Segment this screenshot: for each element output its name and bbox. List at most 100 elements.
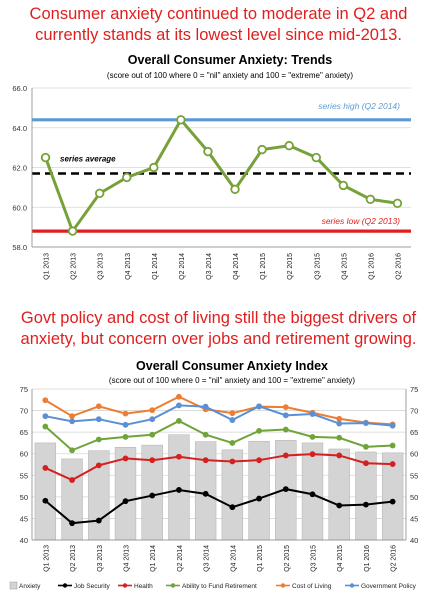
job-security-point — [149, 492, 156, 499]
government-policy-line — [45, 404, 393, 427]
job-security-point — [309, 491, 316, 498]
x-tick-label: Q2 2016 — [391, 545, 398, 572]
health-point — [229, 458, 236, 465]
government-policy-point — [256, 403, 262, 410]
job-security-point — [389, 498, 396, 505]
x-tick-label: Q3 2015 — [311, 545, 318, 572]
x-tick-label: Q3 2015 — [314, 253, 321, 280]
anxiety-bar — [194, 441, 217, 541]
government-policy-point — [336, 420, 343, 427]
trend-point — [94, 188, 105, 199]
ability-to-fund-retirement-point — [69, 447, 75, 454]
y-tick-label-right: 50 — [410, 493, 418, 502]
x-tick-label: Q1 2013 — [43, 545, 50, 572]
x-tick-label: Q3 2014 — [204, 545, 211, 572]
cost-of-living-point — [149, 407, 156, 414]
government-policy-point — [95, 416, 102, 423]
job-security-point — [256, 495, 262, 502]
health-point — [363, 460, 369, 467]
x-tick-label: Q1 2016 — [368, 253, 375, 280]
y-tick-label-left: 50 — [20, 493, 28, 502]
y-tick-label: 60.0 — [12, 203, 27, 212]
ability-to-fund-retirement-point — [309, 433, 316, 440]
headline-bottom: Govt policy and cost of living still the… — [20, 309, 417, 348]
y-tick-label-right: 70 — [410, 407, 418, 416]
government-policy-point — [149, 416, 156, 423]
x-tick-label: Q2 2013 — [70, 545, 77, 572]
y-tick-label-right: 65 — [410, 428, 418, 437]
trend-point — [338, 180, 349, 191]
x-tick-label: Q3 2013 — [97, 545, 104, 572]
y-tick-label-left: 65 — [20, 428, 28, 437]
government-policy-point — [282, 412, 289, 419]
ability-to-fund-retirement-line — [44, 419, 393, 452]
legend-label: Cost of Living — [292, 583, 332, 590]
y-tick-label-left: 55 — [20, 471, 28, 480]
ability-to-fund-retirement-point — [122, 433, 129, 440]
legend-swatch-anxiety — [9, 581, 18, 590]
x-tick-label: Q3 2014 — [206, 253, 213, 280]
legend-label: Ability to Fund Retirement — [182, 583, 257, 590]
health-point — [256, 457, 262, 464]
cost-of-living-point — [282, 404, 289, 411]
x-tick-label: Q2 2015 — [287, 253, 294, 280]
x-tick-label: Q2 2014 — [179, 253, 186, 280]
legend-label: Health — [134, 583, 153, 590]
ability-to-fund-retirement-point — [282, 426, 289, 433]
ability-to-fund-retirement-point — [95, 436, 102, 443]
y-tick-label-left: 45 — [20, 514, 28, 523]
ability-to-fund-retirement-point — [149, 431, 156, 438]
legend-label: Job Security — [74, 583, 111, 590]
x-tick-label: Q1 2014 — [152, 253, 159, 280]
x-tick-label: Q2 2015 — [284, 545, 291, 572]
health-point — [149, 457, 156, 464]
legend-swatch-marker — [280, 583, 286, 588]
government-policy-point — [229, 417, 236, 423]
series-high-label: series high (Q2 2014) — [318, 101, 400, 111]
cost-of-living-point — [122, 410, 129, 417]
cost-of-living-point — [69, 413, 75, 420]
trend-point — [284, 140, 294, 151]
x-tick-label: Q1 2016 — [364, 545, 371, 572]
anxiety-bar — [328, 448, 350, 541]
trend-chart-subtitle: (score out of 100 where 0 = "nil" anxiet… — [107, 71, 353, 80]
health-point — [95, 462, 102, 469]
y-tick-label: 62.0 — [12, 164, 27, 173]
trend-point — [230, 184, 240, 195]
cost-of-living-point — [229, 410, 236, 417]
ability-to-fund-retirement-point — [389, 442, 396, 449]
trend-point — [392, 198, 403, 208]
y-tick-label-left: 40 — [20, 536, 28, 545]
x-tick-label: Q4 2015 — [337, 545, 344, 572]
cost-of-living-point — [176, 393, 182, 400]
ability-to-fund-retirement-point — [202, 431, 209, 438]
job-security-point — [122, 498, 129, 505]
health-point — [389, 461, 396, 467]
trend-point — [257, 144, 267, 155]
y-tick-label-right: 75 — [410, 385, 418, 394]
x-tick-label: Q4 2013 — [124, 545, 131, 572]
government-policy-point — [122, 421, 129, 428]
trend-point — [203, 146, 213, 157]
trend-point — [122, 172, 132, 183]
anxiety-bar — [61, 458, 83, 541]
job-security-point — [363, 501, 369, 508]
y-tick-label-left: 70 — [20, 407, 28, 416]
government-policy-point — [42, 413, 49, 420]
job-security-point — [336, 502, 343, 509]
cost-of-living-point — [95, 403, 102, 410]
job-security-line — [44, 488, 393, 525]
headline-top: Consumer anxiety continued to moderate i… — [29, 5, 408, 44]
government-policy-point — [389, 422, 396, 429]
health-point — [202, 457, 209, 464]
government-policy-point — [309, 411, 316, 417]
government-policy-point — [202, 403, 209, 410]
x-tick-label: Q1 2015 — [257, 545, 264, 572]
trend-chart: Overall Consumer Anxiety: Trends (score … — [12, 53, 411, 280]
trend-chart-title: Overall Consumer Anxiety: Trends — [128, 53, 333, 67]
job-security-point — [202, 490, 209, 497]
x-tick-label: Q1 2013 — [44, 253, 51, 280]
ability-to-fund-retirement-point — [176, 418, 182, 424]
health-point — [69, 477, 75, 483]
x-tick-label: Q4 2015 — [341, 253, 348, 280]
